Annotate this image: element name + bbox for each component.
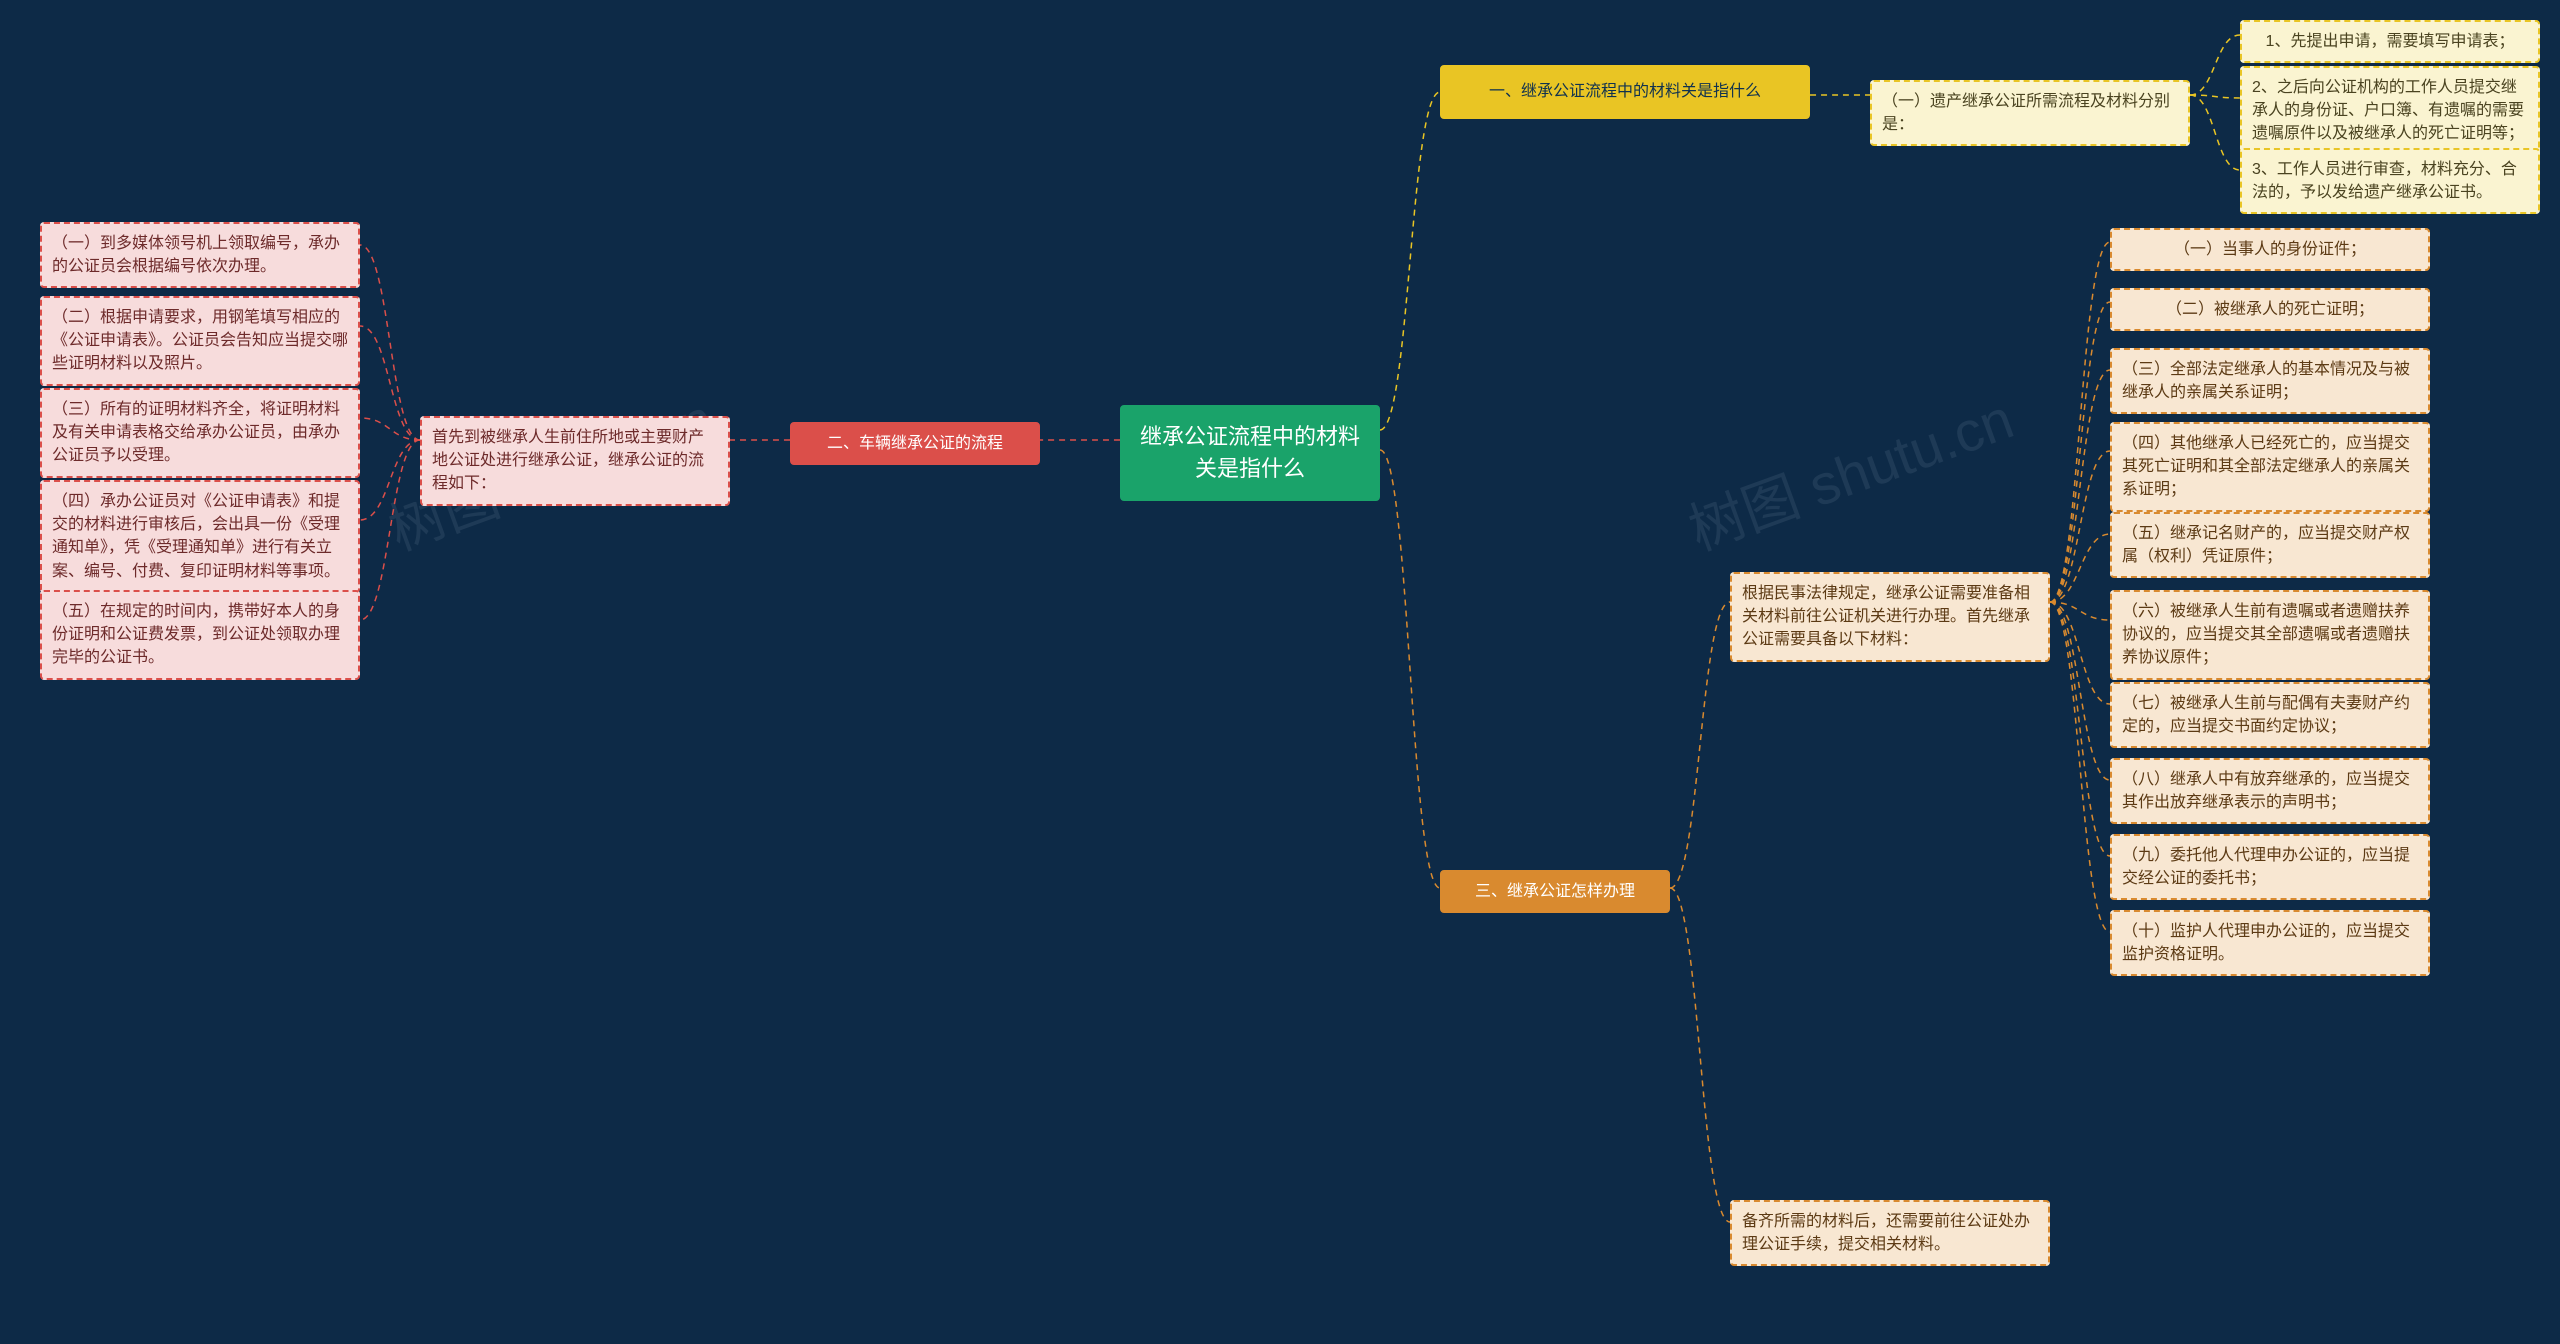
section3-leaf: （三）全部法定继承人的基本情况及与被继承人的亲属关系证明； [2110,348,2430,414]
section3-leaf: （六）被继承人生前有遗嘱或者遗赠扶养协议的，应当提交其全部遗嘱或者遗赠扶养协议原… [2110,590,2430,680]
section1-leaf: 3、工作人员进行审查，材料充分、合法的，予以发给遗产继承公证书。 [2240,148,2540,214]
section1-title: 一、继承公证流程中的材料关是指什么 [1440,65,1810,119]
section3-subnode-2: 备齐所需的材料后，还需要前往公证处办理公证手续，提交相关材料。 [1730,1200,2050,1266]
section3-leaf: （五）继承记名财产的，应当提交财产权属（权利）凭证原件； [2110,512,2430,578]
section2-leaf: （四）承办公证员对《公证申请表》和提交的材料进行审核后，会出具一份《受理通知单》… [40,480,360,593]
section2-title: 二、车辆继承公证的流程 [790,422,1040,465]
watermark: 树图 shutu.cn [1676,374,2023,566]
section2-subnode: 首先到被继承人生前住所地或主要财产地公证处进行继承公证，继承公证的流程如下： [420,416,730,506]
section3-subnode-1: 根据民事法律规定，继承公证需要准备相关材料前往公证机关进行办理。首先继承公证需要… [1730,572,2050,662]
section3-leaf: （十）监护人代理申办公证的，应当提交监护资格证明。 [2110,910,2430,976]
section1-leaf: 1、先提出申请，需要填写申请表； [2240,20,2540,63]
section3-leaf: （七）被继承人生前与配偶有夫妻财产约定的，应当提交书面约定协议； [2110,682,2430,748]
section2-leaf: （二）根据申请要求，用钢笔填写相应的《公证申请表》。公证员会告知应当提交哪些证明… [40,296,360,386]
section2-leaf: （一）到多媒体领号机上领取编号，承办的公证员会根据编号依次办理。 [40,222,360,288]
section3-leaf: （八）继承人中有放弃继承的，应当提交其作出放弃继承表示的声明书； [2110,758,2430,824]
section3-title: 三、继承公证怎样办理 [1440,870,1670,913]
section1-subnode: （一）遗产继承公证所需流程及材料分别是： [1870,80,2190,146]
section3-leaf: （九）委托他人代理申办公证的，应当提交经公证的委托书； [2110,834,2430,900]
section2-leaf: （五）在规定的时间内，携带好本人的身份证明和公证费发票，到公证处领取办理完毕的公… [40,590,360,680]
section3-leaf: （一）当事人的身份证件； [2110,228,2430,271]
section3-leaf: （四）其他继承人已经死亡的，应当提交其死亡证明和其全部法定继承人的亲属关系证明； [2110,422,2430,512]
section2-leaf: （三）所有的证明材料齐全，将证明材料及有关申请表格交给承办公证员，由承办公证员予… [40,388,360,478]
section1-leaf: 2、之后向公证机构的工作人员提交继承人的身份证、户口簿、有遗嘱的需要遗嘱原件以及… [2240,66,2540,156]
root-node: 继承公证流程中的材料关是指什么 [1120,405,1380,501]
section3-leaf: （二）被继承人的死亡证明； [2110,288,2430,331]
